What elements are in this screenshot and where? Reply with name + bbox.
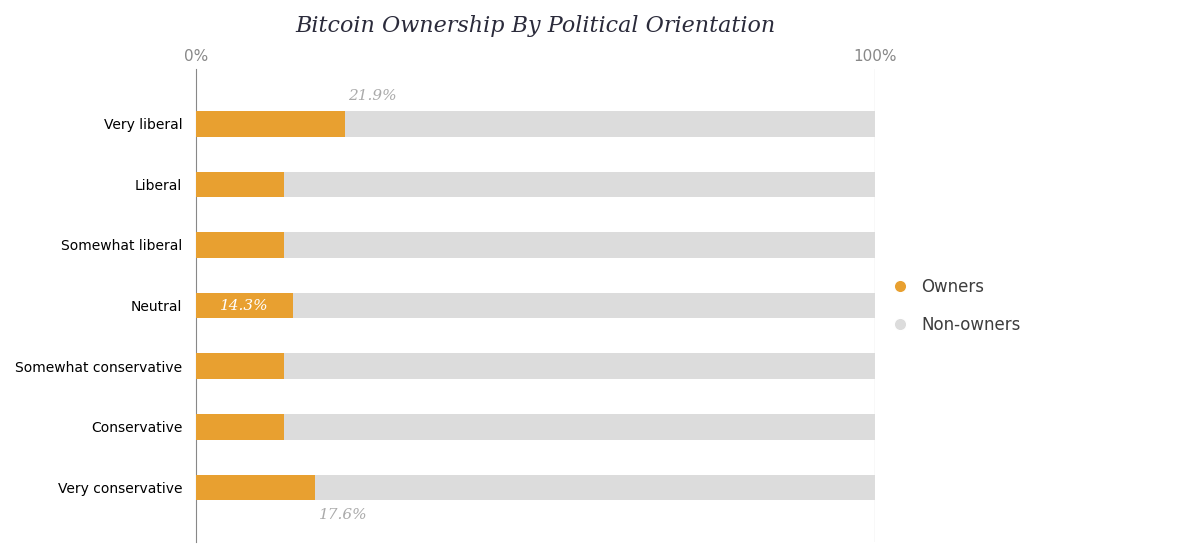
Bar: [196, 293, 293, 319]
Text: 17.6%: 17.6%: [319, 509, 367, 522]
Bar: [196, 475, 875, 500]
Bar: [196, 414, 875, 439]
Bar: [196, 293, 875, 319]
Title: Bitcoin Ownership By Political Orientation: Bitcoin Ownership By Political Orientati…: [295, 15, 775, 37]
Bar: [196, 172, 875, 197]
Text: 14.3%: 14.3%: [221, 299, 269, 312]
Bar: [196, 354, 284, 379]
Bar: [196, 475, 316, 500]
Bar: [196, 232, 284, 258]
Bar: [196, 111, 344, 136]
Bar: [196, 232, 875, 258]
Bar: [196, 354, 875, 379]
Bar: [196, 172, 284, 197]
Legend: Owners, Non-owners: Owners, Non-owners: [883, 269, 1030, 342]
Bar: [196, 111, 875, 136]
Bar: [196, 414, 284, 439]
Text: 21.9%: 21.9%: [348, 89, 397, 103]
